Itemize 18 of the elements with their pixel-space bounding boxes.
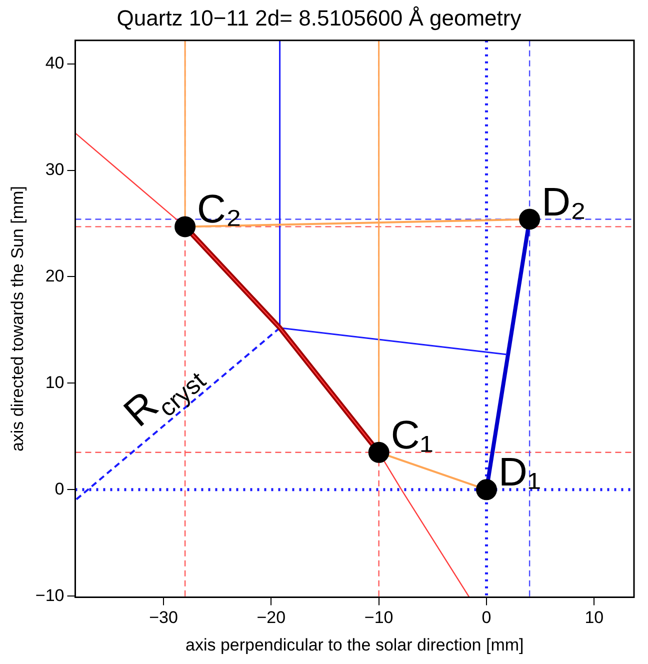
y-tick-label: −10	[35, 586, 64, 605]
x-tick-label: −10	[364, 608, 394, 628]
x-axis-title: axis perpendicular to the solar direction [mm]	[185, 635, 524, 654]
x-tick-label: −20	[256, 608, 286, 628]
x-tick-label: 10	[584, 608, 604, 628]
y-tick-label: 40	[45, 54, 64, 73]
y-tick-label: 0	[54, 479, 64, 498]
annotation: C₁	[390, 413, 434, 458]
y-tick-label: 30	[45, 160, 64, 179]
x-tick-label: −30	[149, 608, 178, 628]
annotation: D₁	[498, 450, 541, 495]
y-tick-label: 10	[45, 372, 64, 392]
y-tick-label: 20	[45, 266, 64, 286]
chart-title: Quartz 10−11 2d= 8.5105600 Å geometry	[116, 5, 522, 30]
annotation: C₂	[197, 188, 242, 232]
x-tick-label: 0	[482, 608, 492, 628]
annotation: D₂	[542, 180, 586, 224]
y-axis-title: axis directed towards the Sun [mm]	[8, 186, 27, 452]
